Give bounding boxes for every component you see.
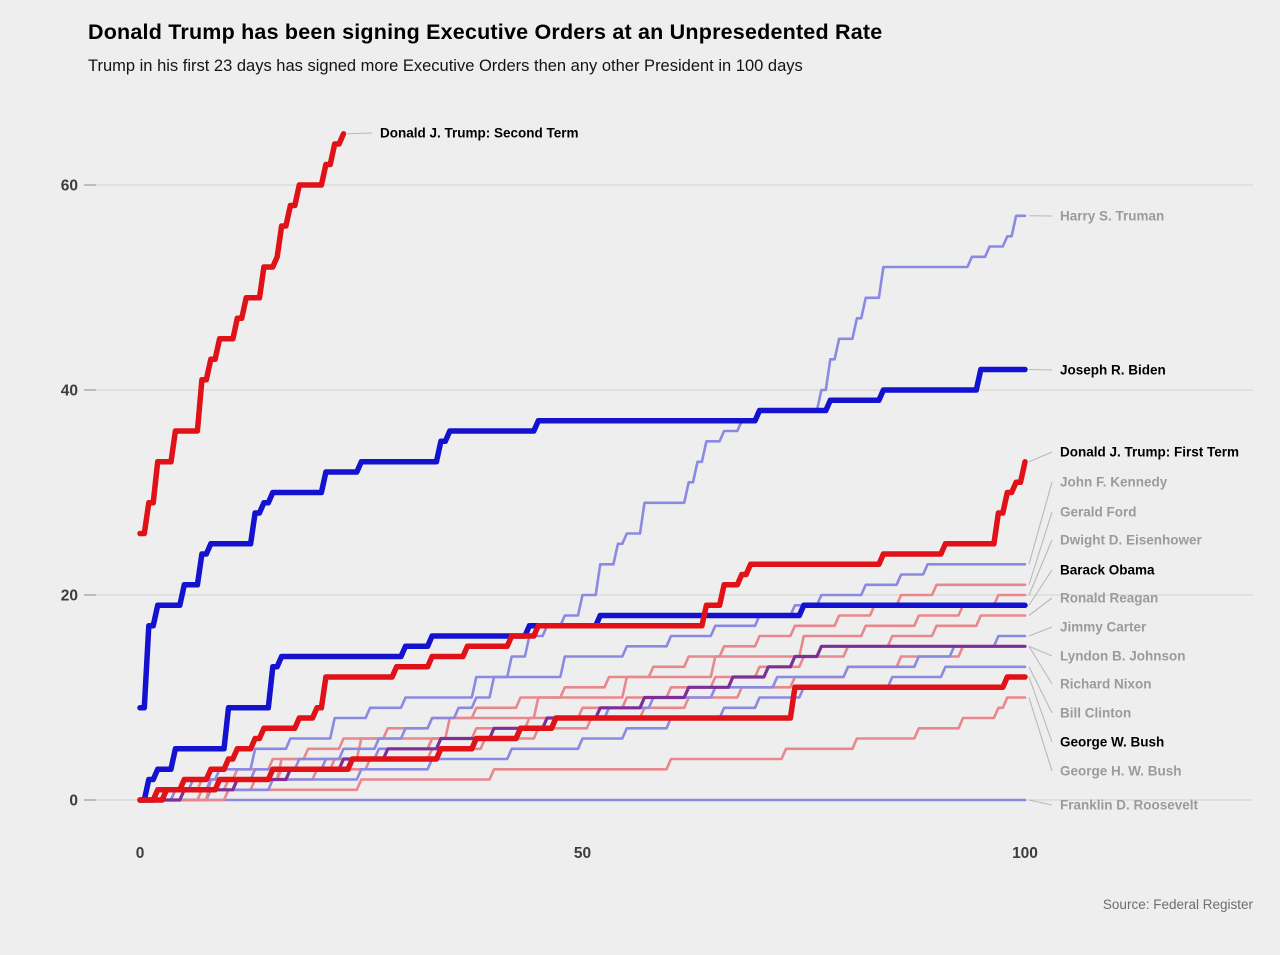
- president-label-ford: Gerald Ford: [1060, 505, 1137, 520]
- y-tick-label-20: 20: [61, 588, 78, 605]
- president-label-truman: Harry S. Truman: [1060, 209, 1164, 224]
- leader-line-trump1: [1028, 451, 1053, 463]
- leader-line-gwb: [1028, 676, 1053, 743]
- president-label-ghwb: George H. W. Bush: [1060, 764, 1182, 779]
- president-label-nixon: Richard Nixon: [1060, 677, 1152, 692]
- x-tick-label-0: 0: [136, 845, 145, 862]
- president-label-eisenhower: Dwight D. Eisenhower: [1060, 533, 1203, 548]
- series-line-truman: [138, 214, 1027, 802]
- president-label-trump2: Donald J. Trump: Second Term: [380, 126, 579, 141]
- series-line-ford: [138, 583, 1027, 802]
- president-label-carter: Jimmy Carter: [1060, 620, 1147, 635]
- leader-line-obama: [1028, 569, 1053, 606]
- leader-line-trump2: [347, 132, 373, 135]
- leader-line-ghwb: [1028, 697, 1053, 772]
- leader-line-ford: [1028, 511, 1053, 585]
- president-label-biden: Joseph R. Biden: [1060, 363, 1166, 378]
- leader-line-eisenhower: [1028, 539, 1053, 596]
- president-label-clinton: Bill Clinton: [1060, 706, 1131, 721]
- leader-line-lbj: [1028, 645, 1053, 657]
- chart-title: Donald Trump has been signing Executive …: [88, 20, 883, 44]
- series-line-gwb: [137, 674, 1028, 803]
- president-label-lbj: Lyndon B. Johnson: [1060, 649, 1186, 664]
- leader-line-biden: [1028, 368, 1053, 371]
- series-line-obama: [137, 602, 1028, 803]
- chart-subtitle: Trump in his first 23 days has signed mo…: [88, 57, 803, 75]
- leader-line-reagan: [1028, 597, 1053, 616]
- series-line-ghwb: [138, 696, 1027, 802]
- y-tick-label-60: 60: [61, 178, 78, 195]
- president-label-reagan: Ronald Reagan: [1060, 591, 1158, 606]
- president-label-trump1: Donald J. Trump: First Term: [1060, 445, 1239, 460]
- leader-line-nixon: [1028, 645, 1053, 685]
- leader-line-jfk: [1028, 481, 1053, 565]
- president-label-gwb: George W. Bush: [1060, 735, 1164, 750]
- y-tick-label-40: 40: [61, 383, 78, 400]
- series-line-jfk: [138, 563, 1027, 802]
- x-tick-label-100: 100: [1012, 845, 1038, 862]
- leader-line-fdr: [1028, 799, 1053, 806]
- series-line-trump1: [137, 459, 1028, 803]
- y-tick-label-0: 0: [69, 793, 78, 810]
- leader-line-carter: [1028, 626, 1053, 637]
- leader-line-clinton: [1028, 666, 1053, 714]
- president-label-obama: Barack Obama: [1060, 563, 1155, 578]
- series-line-biden: [137, 366, 1028, 711]
- series-line-lbj: [138, 644, 1027, 802]
- president-label-jfk: John F. Kennedy: [1060, 475, 1168, 490]
- x-tick-label-50: 50: [574, 845, 591, 862]
- source-credit: Source: Federal Register: [1102, 897, 1253, 912]
- president-label-fdr: Franklin D. Roosevelt: [1060, 798, 1199, 813]
- series-line-trump2: [137, 131, 347, 537]
